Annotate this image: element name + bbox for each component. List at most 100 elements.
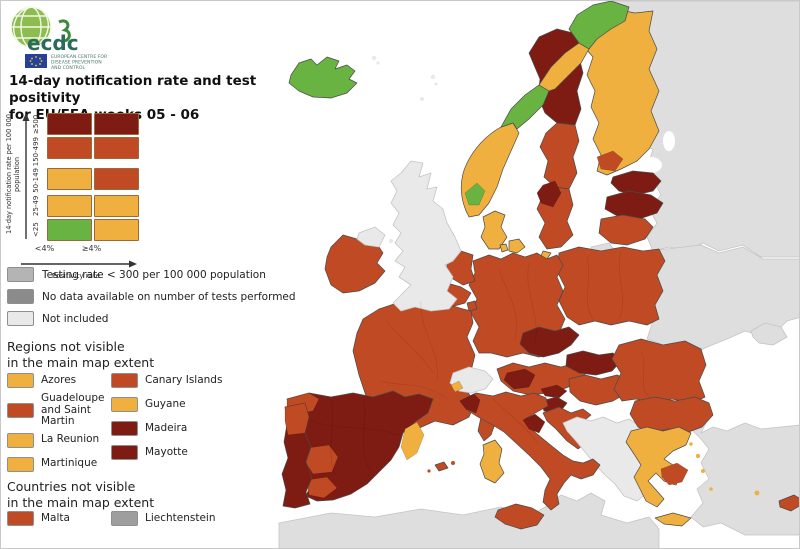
region-sardinia bbox=[479, 439, 505, 484]
region-portugal-north bbox=[284, 402, 310, 436]
legend-note-row: Testing rate < 300 per 100 000 populatio… bbox=[7, 267, 296, 282]
matrix-column-labels: <4% ≥4% bbox=[21, 244, 175, 253]
greek-islands bbox=[689, 442, 760, 496]
region-label: La Reunion bbox=[41, 433, 100, 446]
regions-heading: Regions not visible in the main map exte… bbox=[7, 339, 154, 372]
legend-notes: Testing rate < 300 per 100 000 populatio… bbox=[7, 267, 296, 333]
countries-legend: Malta Liechtenstein bbox=[7, 507, 216, 531]
svg-text:AND CONTROL: AND CONTROL bbox=[51, 65, 85, 71]
region-united-kingdom bbox=[390, 160, 462, 312]
region-italy bbox=[459, 391, 601, 511]
countries-heading-line-1: Countries not visible bbox=[7, 479, 136, 494]
legend-note-label: No data available on number of tests per… bbox=[42, 290, 296, 303]
region-bulgaria bbox=[629, 396, 714, 434]
legend-note-swatch bbox=[7, 267, 34, 282]
country-swatch bbox=[7, 511, 34, 526]
matrix-column-label: ≥4% bbox=[81, 244, 102, 254]
y-axis-arrow-icon bbox=[22, 113, 30, 239]
region-north-africa bbox=[278, 492, 660, 548]
region-luxembourg bbox=[466, 300, 478, 312]
countries-heading-line-2: in the main map extent bbox=[7, 495, 155, 511]
matrix-row-label: ≥500 bbox=[32, 114, 40, 134]
region-turkey bbox=[690, 420, 799, 536]
legend-note-label: Testing rate < 300 per 100 000 populatio… bbox=[42, 268, 266, 281]
region-italy-marche bbox=[522, 413, 546, 434]
region-norway-north bbox=[568, 1, 630, 50]
region-legend-item: Martinique bbox=[7, 453, 111, 476]
region-label: Guadeloupe and Saint Martin bbox=[41, 392, 105, 428]
svg-text:EUROPEAN CENTRE FOR: EUROPEAN CENTRE FOR bbox=[51, 54, 108, 60]
region-legend-item: Madeira bbox=[111, 417, 241, 440]
ecdc-logo: ecdc EUROPEAN CENTRE FOR DISEASE PREVENT… bbox=[7, 4, 167, 76]
countries-heading: Countries not visible in the main map ex… bbox=[7, 479, 154, 512]
region-sicily bbox=[494, 503, 545, 530]
matrix-row: 150-499 bbox=[32, 137, 139, 166]
region-ibiza bbox=[427, 469, 431, 473]
region-finland-southwest bbox=[596, 150, 624, 172]
regions-column-right: Canary Islands Guyane Madeira Ma bbox=[111, 369, 241, 477]
x-axis-arrow-icon bbox=[21, 260, 137, 268]
regions-heading-line-2: in the main map extent bbox=[7, 355, 155, 371]
region-norway-coast bbox=[538, 42, 590, 92]
matrix-cell-left bbox=[47, 168, 92, 191]
matrix-cell-right bbox=[94, 219, 139, 242]
region-swatch bbox=[111, 373, 138, 388]
region-legend-item: Guyane bbox=[111, 393, 241, 416]
country-label: Malta bbox=[41, 511, 70, 524]
matrix-row-label: 25-49 bbox=[32, 195, 40, 217]
regions-heading-line-1: Regions not visible bbox=[7, 339, 125, 354]
matrix-y-axis-label: 14-day notification rate per 100 000 pop… bbox=[5, 114, 21, 234]
matrix-row: <25 bbox=[32, 219, 139, 242]
legend-note-row: Not included bbox=[7, 311, 296, 326]
matrix-cell-left bbox=[47, 137, 92, 159]
matrix-cell-right bbox=[94, 113, 139, 135]
region-cyprus bbox=[778, 494, 799, 512]
region-romania bbox=[611, 338, 707, 404]
region-legend-item: Guadeloupe and Saint Martin bbox=[7, 392, 111, 428]
region-norway-mid bbox=[500, 84, 550, 130]
region-switzerland-southwest bbox=[450, 380, 464, 393]
faroe-shetland-islands bbox=[371, 55, 438, 101]
region-label: Mayotte bbox=[145, 445, 188, 458]
legend-note-label: Not included bbox=[42, 312, 109, 325]
matrix-cell-left bbox=[47, 195, 92, 218]
matrix-row-label: 150-499 bbox=[32, 137, 40, 167]
region-sweden-west bbox=[536, 180, 562, 208]
lake-onega bbox=[663, 131, 675, 151]
region-norway-rogaland bbox=[464, 182, 486, 206]
region-swatch bbox=[7, 373, 34, 388]
matrix-cell-right bbox=[94, 195, 139, 218]
matrix-row: 50-149 bbox=[32, 168, 139, 193]
region-poland bbox=[556, 246, 666, 326]
region-balearics bbox=[434, 461, 449, 472]
region-denmark-fyn bbox=[499, 243, 509, 253]
region-spain-valencia bbox=[400, 421, 425, 461]
eu-flag-icon bbox=[25, 54, 47, 68]
region-greece bbox=[625, 426, 692, 508]
svg-text:DISEASE PREVENTION: DISEASE PREVENTION bbox=[51, 60, 102, 66]
region-swatch bbox=[7, 402, 34, 418]
region-swatch bbox=[111, 421, 138, 436]
matrix-row-label: 50-149 bbox=[32, 168, 40, 194]
legend-note-row: No data available on number of tests per… bbox=[7, 289, 296, 304]
region-legend-item: Azores bbox=[7, 369, 111, 392]
region-czechia bbox=[519, 326, 580, 358]
legend-note-swatch bbox=[7, 311, 34, 326]
legend-note-swatch bbox=[7, 289, 34, 304]
region-sweden-mid bbox=[539, 122, 580, 190]
title-line-1: 14-day notification rate and test positi… bbox=[9, 73, 257, 106]
matrix-cell-left bbox=[47, 219, 92, 242]
country-legend-item: Malta bbox=[7, 507, 111, 530]
region-crete bbox=[654, 512, 692, 527]
matrix-row: ≥500 bbox=[32, 113, 139, 135]
matrix-row-label: <25 bbox=[32, 222, 40, 238]
region-label: Madeira bbox=[145, 421, 188, 434]
regions-legend: Azores Guadeloupe and Saint Martin La Re… bbox=[7, 369, 241, 477]
region-label: Guyane bbox=[145, 397, 186, 410]
region-menorca bbox=[451, 461, 455, 465]
region-austria-carinthia bbox=[540, 384, 568, 399]
ecdc-wordmark: ecdc bbox=[27, 31, 79, 55]
matrix-row: 25-49 bbox=[32, 195, 139, 218]
region-legend-item: Mayotte bbox=[111, 441, 241, 464]
matrix-cell-right bbox=[94, 137, 139, 159]
